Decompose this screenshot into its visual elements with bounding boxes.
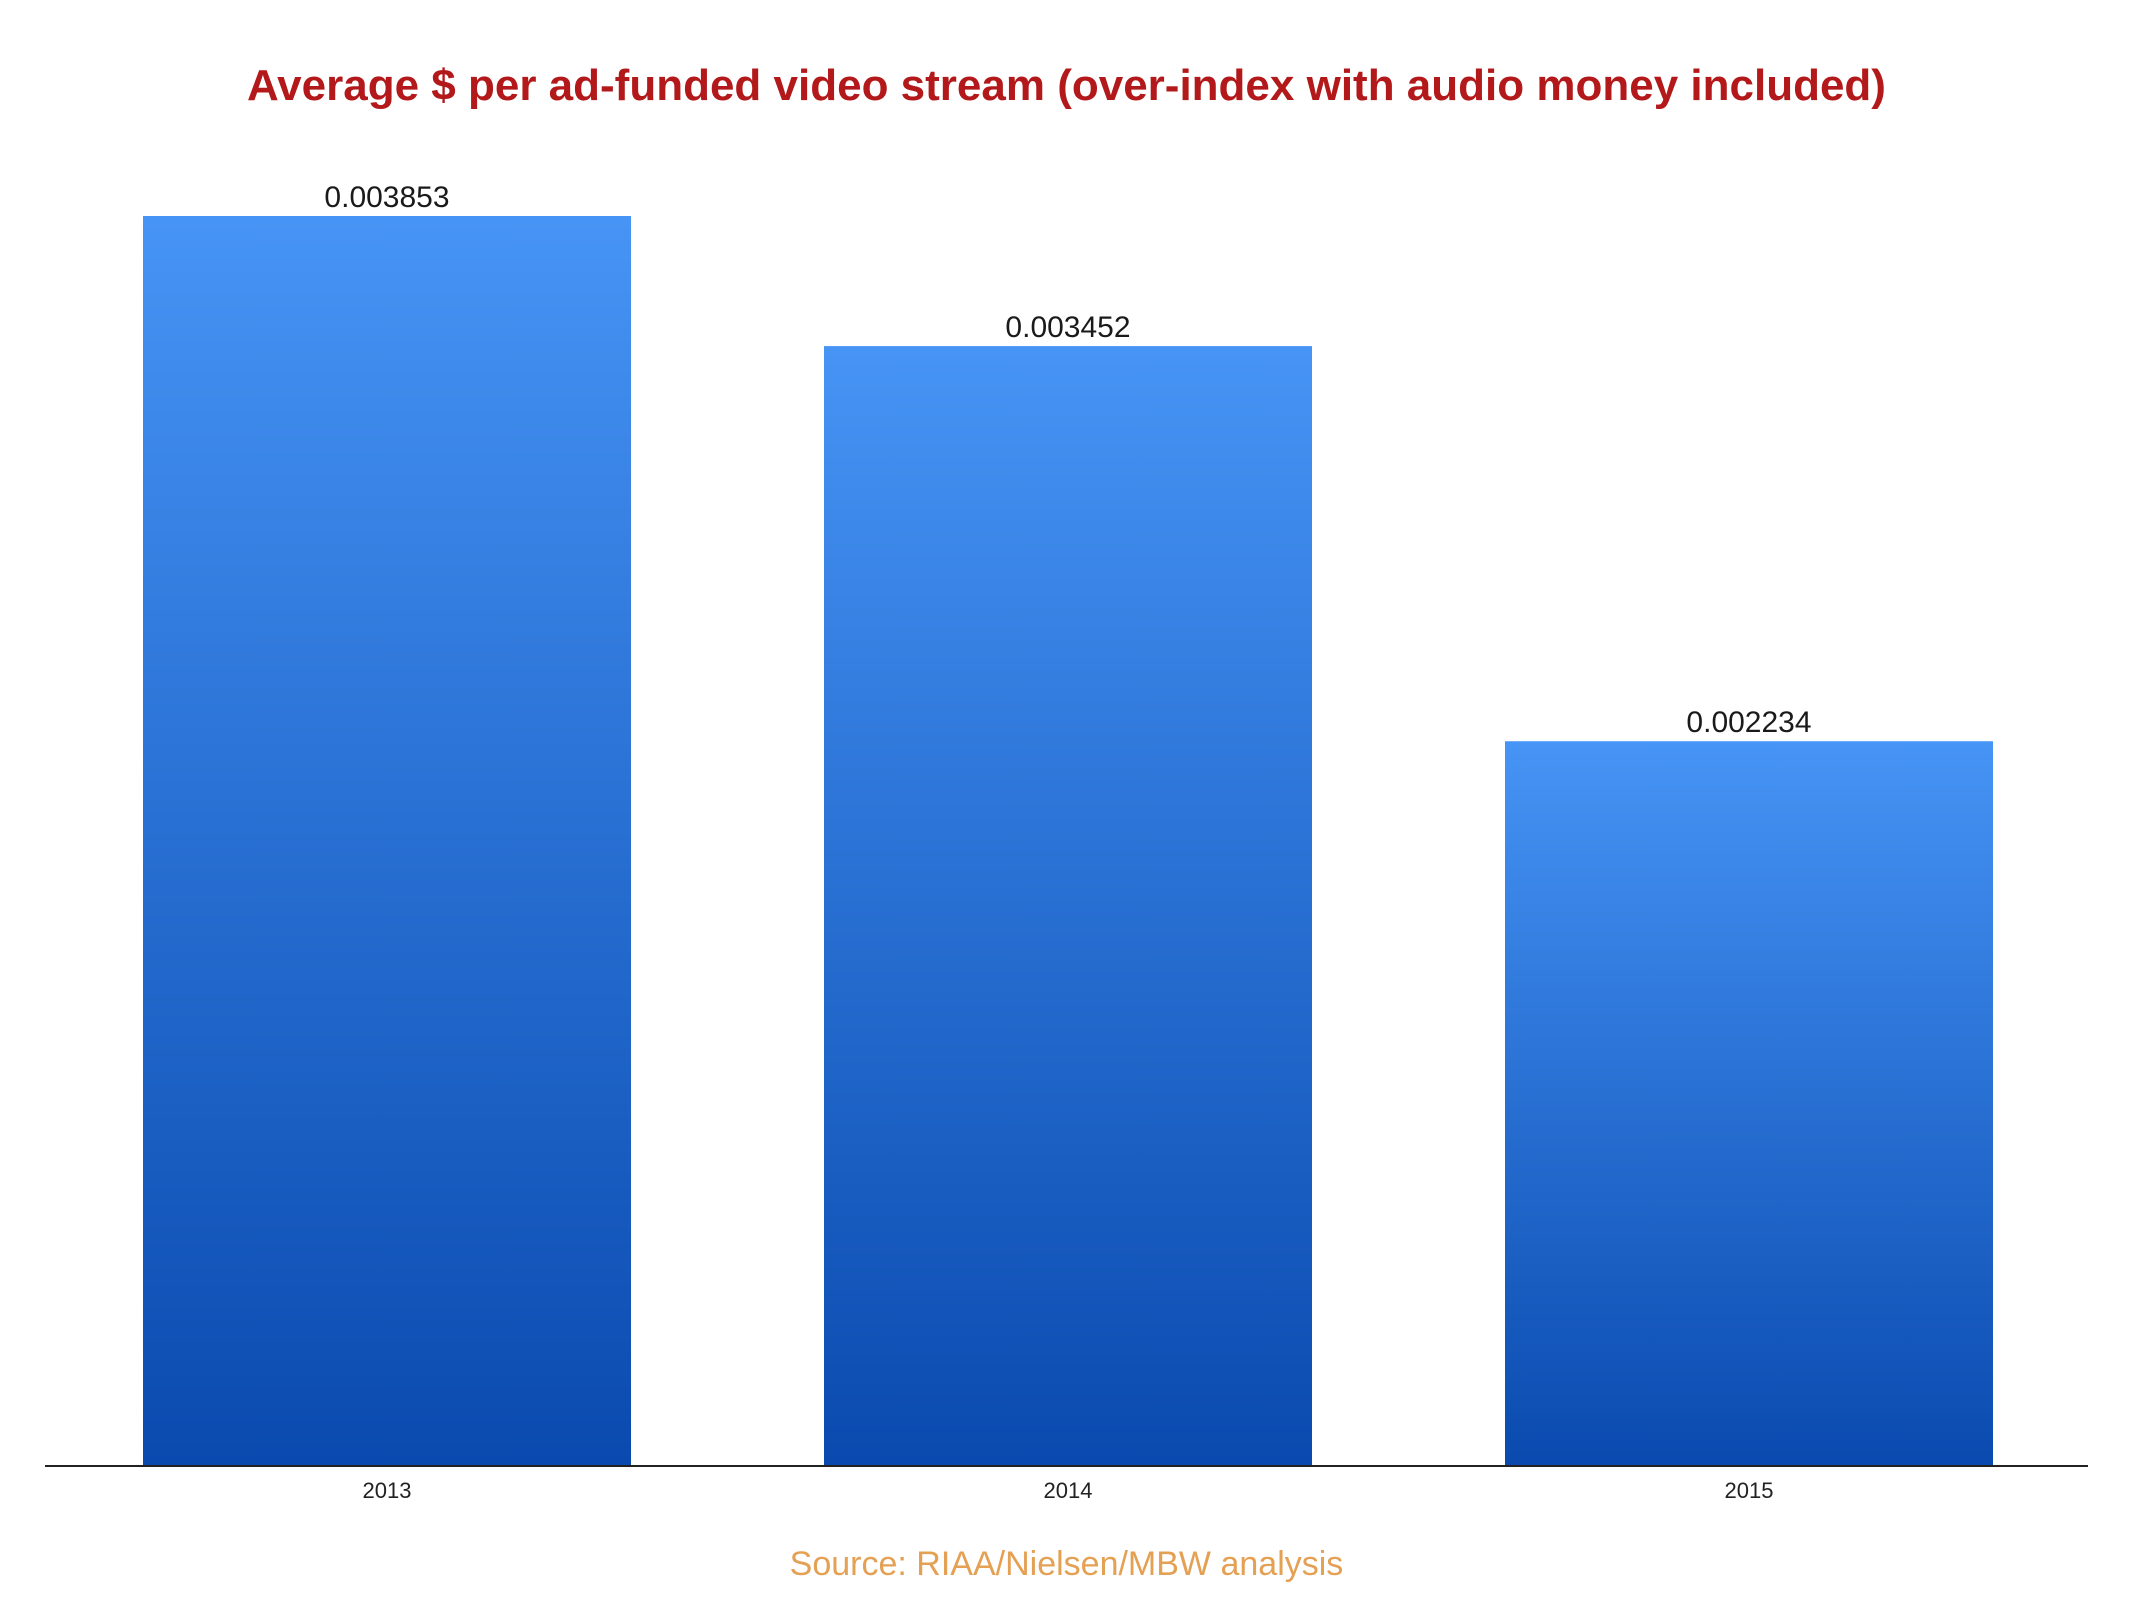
x-tick-label-2014: 2014 (1044, 1478, 1093, 1503)
bar-2013 (143, 216, 631, 1466)
bar-2015 (1505, 741, 1993, 1466)
bar-2014 (824, 346, 1312, 1466)
chart-title: Average $ per ad-funded video stream (ov… (247, 61, 1886, 110)
data-label-2015: 0.002234 (1686, 706, 1811, 739)
data-label-2013: 0.003853 (324, 181, 449, 214)
x-tick-label-2015: 2015 (1725, 1478, 1774, 1503)
source-note: Source: RIAA/Nielsen/MBW analysis (789, 1545, 1344, 1583)
x-tick-label-2013: 2013 (363, 1478, 412, 1503)
data-label-2014: 0.003452 (1005, 311, 1130, 344)
